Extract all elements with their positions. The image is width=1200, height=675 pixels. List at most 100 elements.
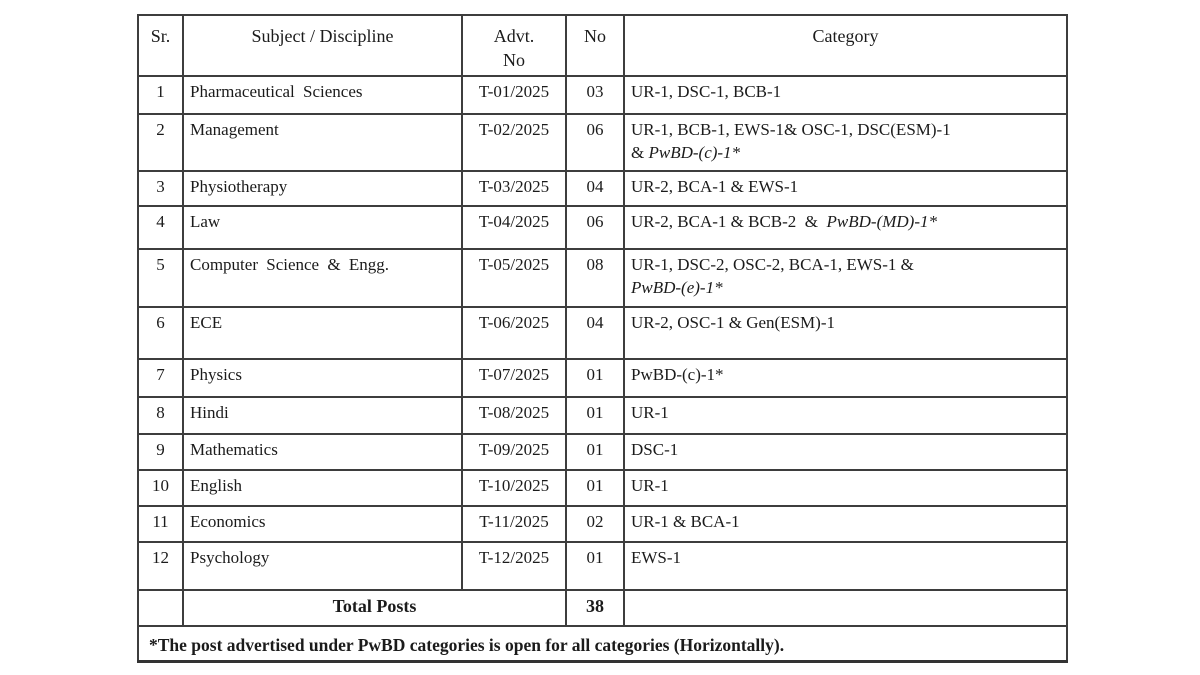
advt-no-cell: T-08/2025 <box>461 395 567 435</box>
table-row: 2 Management T-02/2025 06 UR-1, BCB-1, EWS-1… <box>137 112 1068 172</box>
subject-cell: Physics <box>182 357 463 398</box>
table-body: 1 Pharmaceutical Sciences T-01/2025 03 UR-1,… <box>137 74 1068 591</box>
advt-no-cell: T-09/2025 <box>461 432 567 471</box>
table-row: 11 Economics T-11/2025 02 UR-1 & BCA-1 <box>137 504 1068 543</box>
category-segment: & <box>631 142 649 162</box>
subject-cell: Hindi <box>182 395 463 435</box>
category-cell: UR-2, BCA-1 & EWS-1 <box>623 169 1068 207</box>
advt-no-cell: T-06/2025 <box>461 305 567 360</box>
table-row: 12 Psychology T-12/2025 01 EWS-1 <box>137 540 1068 591</box>
posts-count-cell: 08 <box>565 247 625 308</box>
table-row: 9 Mathematics T-09/2025 01 DSC-1 <box>137 432 1068 471</box>
posts-count-cell: 06 <box>565 204 625 250</box>
subject-cell: Management <box>182 112 463 172</box>
subject-cell: ECE <box>182 305 463 360</box>
subject-cell: Psychology <box>182 540 463 591</box>
col-header-advt: Advt. No <box>461 14 567 77</box>
sr-number-cell: 12 <box>137 540 184 591</box>
category-cell: UR-1 & BCA-1 <box>623 504 1068 543</box>
category-italic-segment: PwBD-(MD)-1* <box>826 211 937 231</box>
posts-count-cell: 01 <box>565 395 625 435</box>
category-cell: UR-2, BCA-1 & BCB-2 & PwBD-(MD)-1* <box>623 204 1068 250</box>
advt-no-cell: T-01/2025 <box>461 74 567 115</box>
sr-number-cell: 5 <box>137 247 184 308</box>
category-segment: DSC-1 <box>631 439 679 459</box>
category-cell: EWS-1 <box>623 540 1068 591</box>
total-row-category-empty-cell <box>623 588 1068 627</box>
category-cell: UR-2, OSC-1 & Gen(ESM)-1 <box>623 305 1068 360</box>
total-posts-row: Total Posts 38 <box>137 588 1068 627</box>
category-italic-segment: PwBD-(e)-1* <box>631 277 723 297</box>
category-segment: UR-2, OSC-1 & Gen(ESM)-1 <box>631 312 835 332</box>
table-row: 1 Pharmaceutical Sciences T-01/2025 03 UR-1,… <box>137 74 1068 115</box>
col-header-no: No <box>565 14 625 77</box>
footnote-text: *The post advertised under PwBD categori… <box>137 624 1068 663</box>
col-header-subject: Subject / Discipline <box>182 14 463 77</box>
category-segment: UR-1, BCB-1, EWS-1& OSC-1, DSC(ESM)-1 <box>631 119 951 139</box>
footnote-row: *The post advertised under PwBD categori… <box>137 624 1068 663</box>
category-segment: UR-1, DSC-1, BCB-1 <box>631 81 782 101</box>
sr-number-cell: 9 <box>137 432 184 471</box>
category-segment: UR-2, BCA-1 & BCB-2 & <box>631 211 827 231</box>
category-cell: UR-1, BCB-1, EWS-1& OSC-1, DSC(ESM)-1 & P… <box>623 112 1068 172</box>
advt-no-cell: T-11/2025 <box>461 504 567 543</box>
category-segment: UR-1 <box>631 402 669 422</box>
posts-count-cell: 01 <box>565 540 625 591</box>
table-row: 5 Computer Science & Engg. T-05/2025 08 UR-1… <box>137 247 1068 308</box>
table-row: 6 ECE T-06/2025 04 UR-2, OSC-1 & Gen(ESM)-1 <box>137 305 1068 360</box>
sr-number-cell: 8 <box>137 395 184 435</box>
col-header-advt-line2: No <box>503 50 525 71</box>
sr-number-cell: 3 <box>137 169 184 207</box>
advt-no-cell: T-02/2025 <box>461 112 567 172</box>
table-row: 3 Physiotherapy T-03/2025 04 UR-2, BCA-1 & E… <box>137 169 1068 207</box>
recruitment-posts-table: Sr. Subject / Discipline Advt. No No Cate… <box>137 14 1068 664</box>
category-segment: EWS-1 <box>631 547 682 567</box>
advt-no-cell: T-12/2025 <box>461 540 567 591</box>
posts-count-cell: 01 <box>565 432 625 471</box>
advt-no-cell: T-10/2025 <box>461 468 567 507</box>
sr-number-cell: 1 <box>137 74 184 115</box>
subject-cell: Economics <box>182 504 463 543</box>
subject-cell: Physiotherapy <box>182 169 463 207</box>
sr-number-cell: 11 <box>137 504 184 543</box>
subject-cell: Computer Science & Engg. <box>182 247 463 308</box>
category-segment: UR-1 <box>631 475 669 495</box>
sr-number-cell: 10 <box>137 468 184 507</box>
advt-no-cell: T-07/2025 <box>461 357 567 398</box>
table-row: 4 Law T-04/2025 06 UR-2, BCA-1 & BCB-2 & PwB… <box>137 204 1068 250</box>
advt-no-cell: T-04/2025 <box>461 204 567 250</box>
category-cell: UR-1 <box>623 395 1068 435</box>
category-cell: UR-1, DSC-1, BCB-1 <box>623 74 1068 115</box>
posts-count-cell: 04 <box>565 305 625 360</box>
category-cell: PwBD-(c)-1* <box>623 357 1068 398</box>
total-posts-label: Total Posts <box>182 588 567 627</box>
posts-count-cell: 02 <box>565 504 625 543</box>
table-footer-section: Total Posts 38 *The post advertised unde… <box>137 588 1068 663</box>
category-segment: UR-2, BCA-1 & EWS-1 <box>631 176 799 196</box>
category-cell: UR-1 <box>623 468 1068 507</box>
subject-cell: Pharmaceutical Sciences <box>182 74 463 115</box>
category-segment: UR-1, DSC-2, OSC-2, BCA-1, EWS-1 & <box>631 254 914 274</box>
category-cell: UR-1, DSC-2, OSC-2, BCA-1, EWS-1 & PwBD-(… <box>623 247 1068 308</box>
posts-count-cell: 01 <box>565 357 625 398</box>
category-segment: PwBD-(c)-1* <box>631 364 724 384</box>
posts-count-cell: 01 <box>565 468 625 507</box>
subject-cell: Mathematics <box>182 432 463 471</box>
col-header-advt-line1: Advt. <box>493 26 535 46</box>
category-cell: DSC-1 <box>623 432 1068 471</box>
col-header-sr: Sr. <box>137 14 184 77</box>
subject-cell: English <box>182 468 463 507</box>
sr-number-cell: 2 <box>137 112 184 172</box>
table-header-row: Sr. Subject / Discipline Advt. No No Cate… <box>137 14 1068 77</box>
table-row: 7 Physics T-07/2025 01 PwBD-(c)-1* <box>137 357 1068 398</box>
advt-no-cell: T-03/2025 <box>461 169 567 207</box>
posts-count-cell: 06 <box>565 112 625 172</box>
advt-no-cell: T-05/2025 <box>461 247 567 308</box>
total-posts-value: 38 <box>565 588 625 627</box>
sr-number-cell: 6 <box>137 305 184 360</box>
category-italic-segment: PwBD-(c)-1* <box>648 142 741 162</box>
posts-count-cell: 04 <box>565 169 625 207</box>
total-row-sr-empty-cell <box>137 588 184 627</box>
category-segment: UR-1 & BCA-1 <box>631 511 740 531</box>
